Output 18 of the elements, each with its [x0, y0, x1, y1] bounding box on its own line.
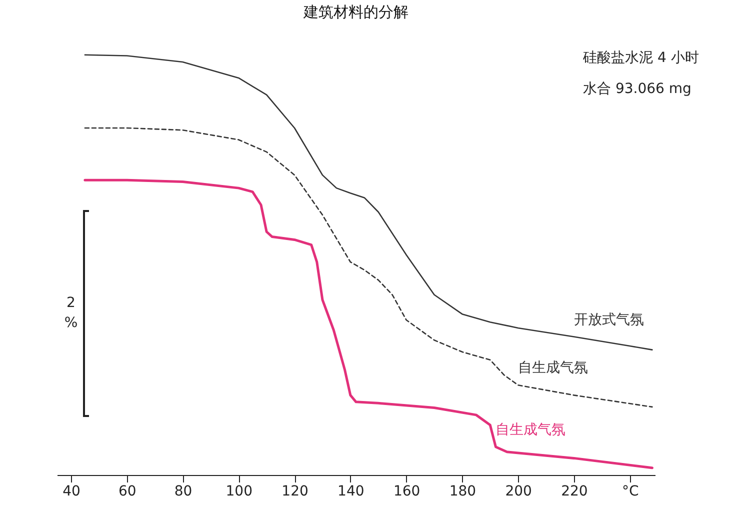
x-tick-label: 80 [174, 484, 192, 500]
series-label: 自生成气氛 [496, 422, 566, 438]
x-tick-label: 200 [505, 484, 532, 500]
chart-title: 建筑材料的分解 [302, 3, 408, 21]
x-tick-label: 60 [118, 484, 136, 500]
annotation: 水合 93.066 mg [583, 81, 692, 97]
annotation: 2 % [64, 295, 78, 331]
annotation: 硅酸盐水泥 4 小时 [582, 50, 699, 66]
x-tick-label: 120 [282, 484, 308, 500]
series-label: 开放式气氛 [574, 312, 644, 328]
series-label: 自生成气氛 [518, 360, 588, 376]
x-tick-label: 100 [226, 484, 253, 500]
x-tick-label: 220 [561, 484, 588, 500]
x-tick-label: 160 [393, 484, 420, 500]
x-tick-label: 40 [62, 484, 80, 500]
x-tick-label: °C [622, 484, 639, 500]
x-tick-label: 140 [338, 484, 364, 500]
x-tick-label: 180 [449, 484, 476, 500]
